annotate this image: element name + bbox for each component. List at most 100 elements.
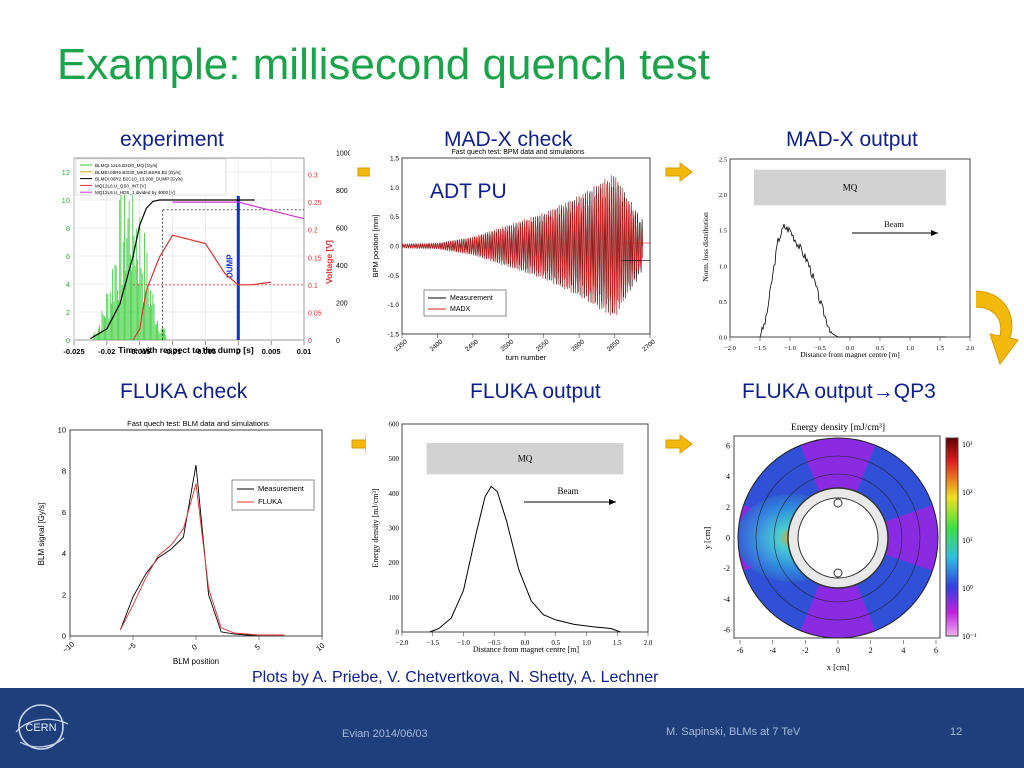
y-tick-label: -6: [723, 626, 730, 635]
far-axis-tick-label: 1000: [336, 151, 350, 158]
far-axis-tick-label: 600: [336, 226, 348, 233]
y-tick-label: 6: [66, 252, 70, 261]
x-tick-label: 0.5: [876, 345, 884, 352]
y-tick-label: 4: [66, 280, 70, 289]
legend-entry: MQ12L6.U_QS0_INT [V]: [95, 183, 146, 188]
x-tick-label: 0.5: [551, 639, 560, 647]
y-tick-label: 300: [389, 525, 400, 533]
fluka-output-chart: MQ Beam −2.0 −1.5 −1.0 −0.5 0.0 0.5 1.0 1.5 2.0 0…: [371, 421, 653, 655]
y-tick-label: 0: [726, 534, 730, 543]
caption-madx-check: MAD-X check: [444, 128, 573, 151]
y-tick-label: 4: [62, 549, 66, 558]
voltage-tick-label: 0.1: [308, 283, 318, 290]
y-tick-label: 100: [389, 594, 400, 602]
legend-entry: BLMEI.05R6.B2I30_MKD.BSR6.B2 [Gy/s]: [95, 170, 181, 175]
y-tick-label: 2: [726, 503, 730, 512]
voltage-tick-label: 0: [308, 338, 312, 345]
colorbar-tick-label: 10¹: [962, 536, 973, 545]
x-tick-label: -0.02: [98, 347, 115, 356]
y-tick-label: 200: [389, 559, 400, 567]
slide-title: Example: millisecond quench test: [57, 40, 710, 89]
caption-adt-pu: ADT PU: [430, 180, 507, 203]
y-axis-label: Energy density [mJ/cm³]: [371, 488, 380, 567]
x-tick-label: 5: [253, 642, 262, 652]
y-tick-label: 600: [389, 421, 400, 429]
y-tick-label: 6: [726, 442, 730, 451]
x-axis-label: turn number: [506, 353, 547, 362]
chart-title: Energy density [mJ/cm³]: [791, 423, 885, 433]
x-tick-label: 2.0: [966, 345, 974, 352]
y-tick-label: 0.5: [719, 299, 727, 306]
y-tick-label: 0: [66, 336, 70, 345]
cern-logo-text: CERN: [25, 722, 56, 734]
mq-box: [754, 169, 946, 206]
x-tick-label: 0.005: [262, 347, 281, 356]
x-tick-label: 0.01: [297, 347, 312, 356]
footer-author: M. Sapinski, BLMs at 7 TeV: [666, 726, 801, 738]
x-tick-label: -0.005: [195, 347, 216, 356]
y-tick-label: -4: [723, 595, 730, 604]
mq-label: MQ: [518, 454, 533, 464]
y-tick-label: 4: [726, 472, 730, 481]
madx-output-chart: MQ Beam −2.0 −1.5 −1.0 −0.5 0.0 0.5 1.0 1.5 2.0 0…: [701, 157, 974, 360]
blm-mq-bars: [93, 179, 167, 340]
x-tick-label: -0.015: [129, 347, 150, 356]
arrow-right-icon: [665, 434, 693, 454]
dump-label: DUMP: [225, 254, 234, 278]
x-tick-label: -4: [769, 646, 776, 655]
y-tick-label: -0.5: [388, 273, 400, 280]
x-axis-label: Distance from magnet centre [m]: [473, 645, 580, 654]
chart-title: Fast quech test: BLM data and simulation…: [127, 419, 269, 428]
y-tick-label: 1.0: [390, 185, 399, 192]
legend-entry: BLMQI.12L6.B2I20_MQ [Gy/s]: [95, 163, 157, 168]
y-tick-label: 12: [62, 168, 70, 177]
y-tick-label: 8: [62, 467, 66, 476]
x-tick-label: 2: [869, 646, 873, 655]
caption-madx-output: MAD-X output: [786, 128, 918, 151]
y-tick-label: 2: [66, 308, 70, 317]
y-tick-label: 0: [396, 629, 400, 637]
voltage-tick-label: 0.25: [308, 200, 322, 207]
y-tick-label: 8: [66, 224, 70, 233]
y-tick-label: 0.0: [390, 244, 399, 251]
x-tick-label: −2.0: [724, 345, 736, 352]
madx-check-chart: Fast quech test: BPM data and simulation…: [371, 149, 657, 362]
caption-fluka-check: FLUKA check: [120, 380, 248, 403]
fluka-line: [119, 483, 285, 636]
legend-fluka: FLUKA: [258, 497, 282, 506]
x-tick-label: 2500: [500, 338, 516, 353]
x-tick-label: 6: [934, 646, 938, 655]
colorbar-tick-label: 10⁻¹: [962, 632, 977, 641]
legend-measurement: Measurement: [258, 484, 305, 493]
y-tick-label: 2.5: [719, 157, 727, 164]
mq-label: MQ: [843, 182, 858, 192]
y-tick-label: 2.0: [719, 192, 727, 199]
x-tick-label: 2700: [641, 338, 656, 353]
y-tick-label: 1.5: [390, 156, 399, 163]
x-tick-label: 1.0: [906, 345, 914, 352]
loss-distribution-line: [759, 224, 946, 338]
hds-voltage-line: [172, 201, 305, 220]
x-tick-label: 2600: [570, 338, 586, 353]
y-tick-label: 1.0: [719, 263, 727, 270]
fluka-qp3-chart: Energy density [mJ/cm³] -6 -4 -2 0 2 4 6 6 4 2 0 -2…: [702, 423, 977, 672]
x-tick-label: 2450: [464, 338, 480, 353]
x-tick-label: −1.5: [754, 345, 766, 352]
x-tick-label: 2550: [535, 338, 551, 353]
x-axis-label: BLM position: [173, 657, 219, 666]
x-axis-label: Distance from magnet centre [m]: [800, 350, 900, 359]
y-axis-label: Norm. loss distribution: [701, 212, 710, 282]
beam-label: Beam: [558, 486, 579, 496]
page-number: 12: [950, 726, 963, 738]
far-axis-tick-label: 0: [336, 338, 340, 345]
x-tick-label: 1.0: [582, 639, 591, 647]
y-tick-label: 500: [389, 455, 400, 463]
legend: [423, 289, 507, 317]
legend-measurement: Measurement: [450, 295, 493, 302]
curved-arrow-icon: [965, 290, 1019, 366]
y-tick-label: 400: [389, 490, 400, 498]
footer-event: Evian 2014/06/03: [342, 728, 428, 740]
fluka-check-chart: Fast quech test: BLM data and simulation…: [37, 419, 326, 666]
colorbar: [945, 437, 959, 637]
x-tick-label: 0: [190, 642, 199, 652]
